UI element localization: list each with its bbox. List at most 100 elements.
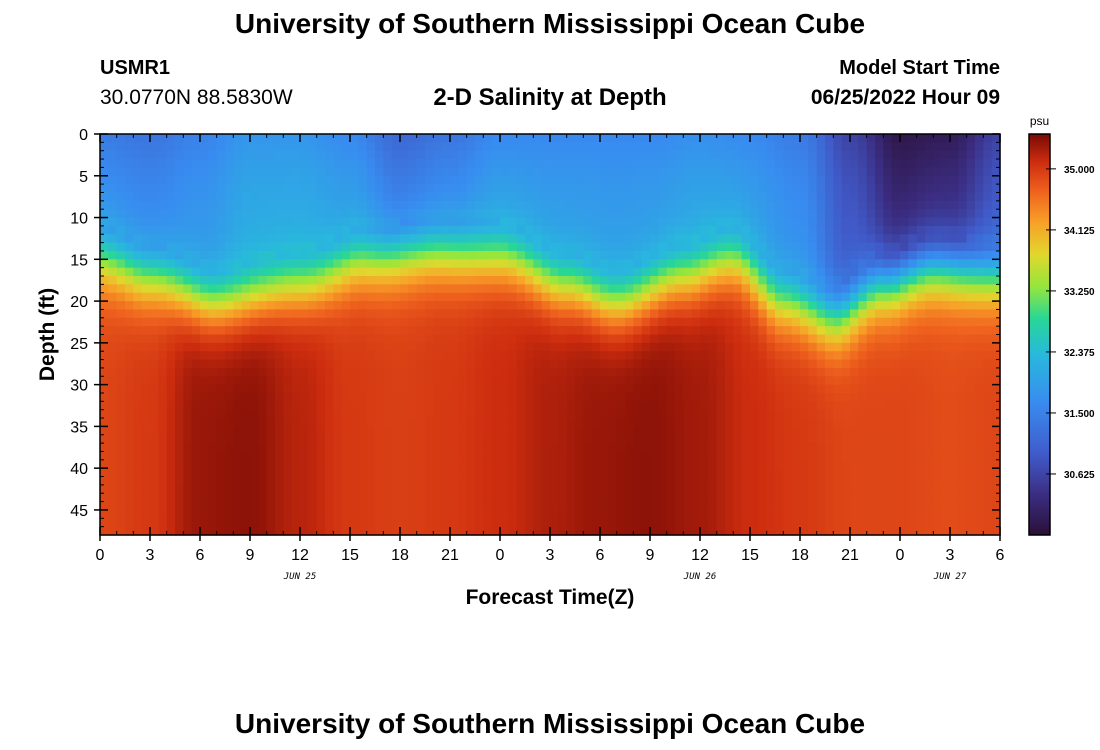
heatmap-cell (450, 459, 459, 469)
heatmap-cell (675, 150, 684, 160)
heatmap-cell (391, 509, 401, 519)
heatmap-cell (216, 250, 226, 260)
heatmap-cell (650, 192, 659, 202)
heatmap-cell (416, 359, 426, 369)
heatmap-cell (766, 509, 776, 519)
heatmap-cell (841, 409, 851, 419)
heatmap-cell (400, 234, 409, 244)
heatmap-cell (333, 225, 343, 235)
heatmap-cell (866, 476, 876, 486)
heatmap-cell (725, 418, 734, 427)
heatmap-cell (191, 376, 201, 386)
heatmap-cell (441, 359, 451, 369)
heatmap-cell (958, 292, 968, 302)
heatmap-cell (175, 292, 184, 302)
heatmap-cell (783, 301, 793, 311)
heatmap-cell (700, 418, 709, 427)
heatmap-cell (133, 292, 143, 302)
heatmap-cell (525, 434, 534, 444)
heatmap-cell (200, 167, 209, 177)
heatmap-cell (641, 317, 651, 327)
heatmap-cell (616, 317, 626, 327)
heatmap-cell (783, 443, 793, 453)
heatmap-cell (933, 209, 943, 219)
heatmap-cell (958, 484, 968, 494)
heatmap-cell (483, 359, 493, 369)
station-coordinates: 30.0770N 88.5830W (100, 86, 293, 109)
heatmap-cell (391, 200, 401, 210)
heatmap-cell (350, 351, 359, 361)
heatmap-cell (658, 468, 668, 478)
heatmap-cell (333, 468, 343, 478)
heatmap-cell (325, 493, 334, 503)
heatmap-cell (183, 301, 193, 311)
heatmap-cell (650, 142, 659, 152)
heatmap-cell (750, 342, 759, 352)
heatmap-cell (508, 392, 518, 402)
heatmap-cell (466, 142, 476, 152)
heatmap-cell (508, 326, 518, 336)
heatmap-cell (891, 192, 901, 202)
heatmap-cell (750, 150, 759, 160)
heatmap-cell (891, 468, 901, 478)
heatmap-cell (533, 351, 543, 361)
heatmap-cell (533, 159, 543, 169)
heatmap-cell (691, 150, 701, 160)
heatmap-cell (866, 150, 876, 160)
heatmap-cell (225, 518, 234, 528)
heatmap-cell (916, 134, 926, 143)
heatmap-cell (541, 175, 551, 185)
heatmap-cell (458, 284, 468, 294)
heatmap-cell (400, 459, 409, 469)
heatmap-cell (891, 234, 901, 244)
heatmap-cell (850, 459, 859, 469)
heatmap-cell (416, 259, 426, 269)
heatmap-cell (300, 367, 309, 377)
heatmap-cell (800, 142, 809, 152)
heatmap-cell (616, 418, 626, 427)
heatmap-cell (341, 284, 351, 294)
heatmap-cell (800, 334, 809, 344)
heatmap-cell (441, 326, 451, 336)
heatmap-cell (841, 526, 851, 536)
heatmap-cell (233, 509, 243, 519)
heatmap-cell (300, 259, 309, 269)
heatmap-cell (850, 359, 859, 369)
heatmap-cell (100, 526, 109, 536)
heatmap-cell (416, 150, 426, 160)
heatmap-cell (608, 418, 618, 427)
heatmap-cell (583, 376, 593, 386)
heatmap-cell (216, 526, 226, 536)
heatmap-cell (333, 134, 343, 143)
heatmap-cell (441, 509, 451, 519)
heatmap-cell (816, 434, 826, 444)
heatmap-cell (241, 359, 251, 369)
heatmap-cell (316, 159, 326, 169)
heatmap-cell (883, 501, 893, 511)
heatmap-cell (700, 267, 709, 277)
heatmap-cell (725, 209, 734, 219)
heatmap-cell (858, 459, 868, 469)
heatmap-cell (191, 292, 201, 302)
heatmap-cell (833, 326, 843, 336)
heatmap-cell (733, 209, 743, 219)
heatmap-cell (100, 234, 109, 244)
heatmap-cell (333, 426, 343, 436)
heatmap-cell (175, 217, 184, 227)
heatmap-cell (866, 459, 876, 469)
heatmap-cell (958, 459, 968, 469)
heatmap-cell (266, 443, 276, 453)
heatmap-cell (125, 468, 134, 478)
heatmap-cell (883, 443, 893, 453)
heatmap-cell (241, 401, 251, 411)
heatmap-cell (941, 509, 951, 519)
heatmap-cell (108, 418, 118, 427)
heatmap-cell (783, 326, 793, 336)
heatmap-cell (333, 142, 343, 152)
heatmap-cell (191, 150, 201, 160)
heatmap-cell (566, 509, 576, 519)
heatmap-cell (225, 342, 234, 352)
heatmap-cell (425, 200, 434, 210)
heatmap-cell (575, 484, 584, 494)
heatmap-cell (533, 334, 543, 344)
